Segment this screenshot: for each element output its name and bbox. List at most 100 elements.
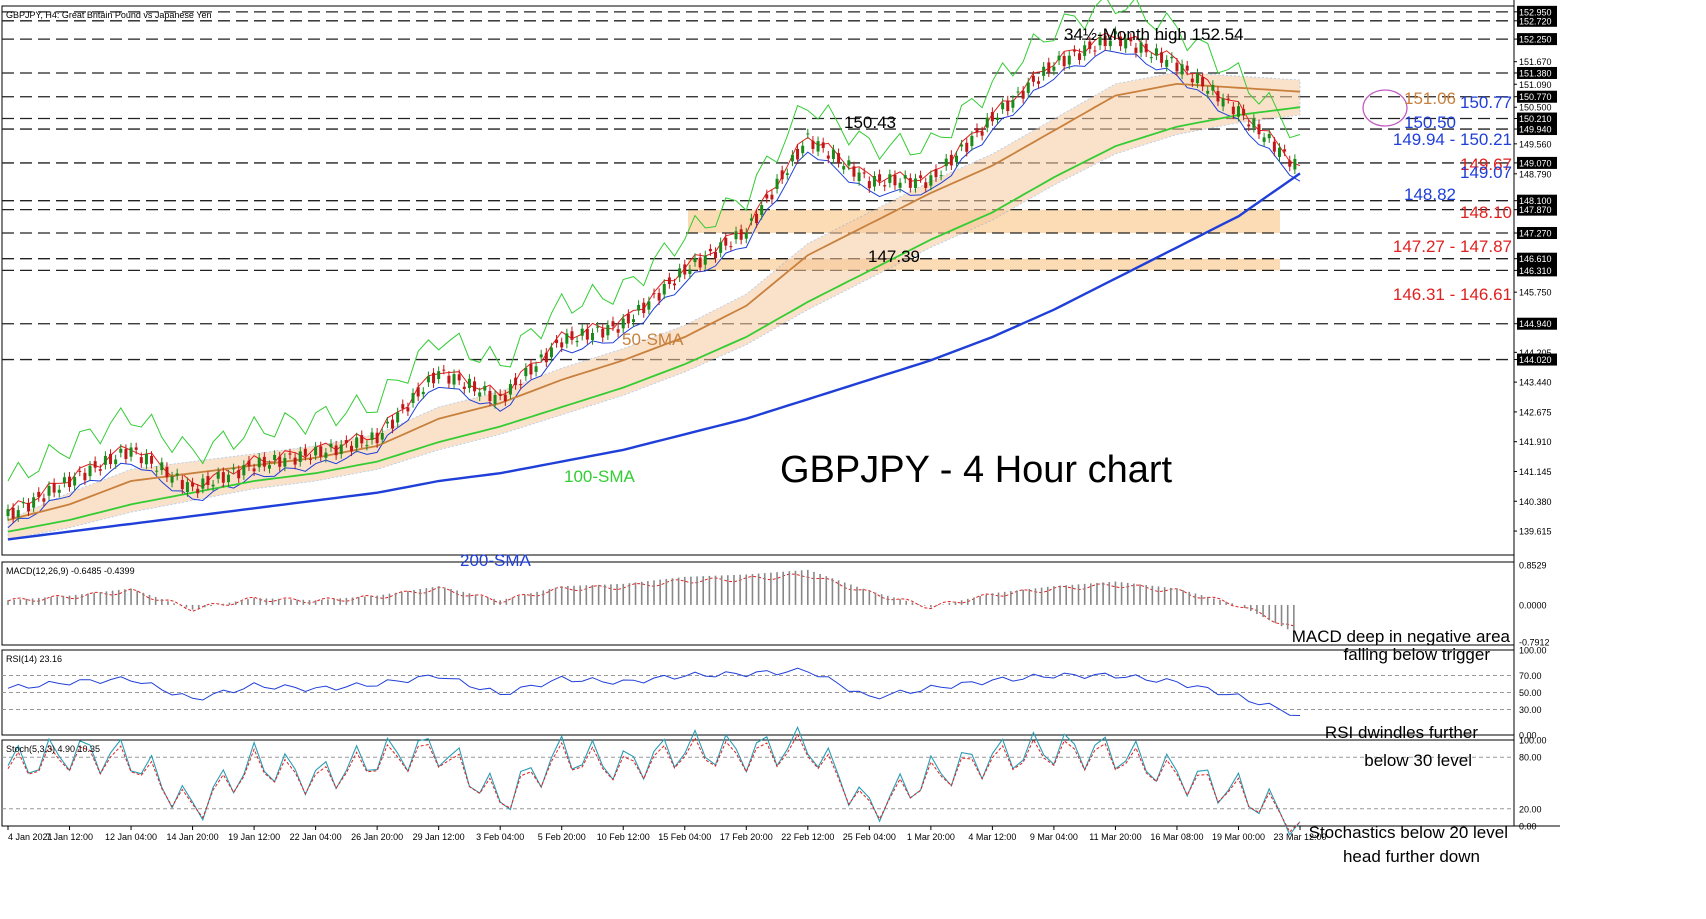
candle-body bbox=[878, 174, 882, 182]
candle-body bbox=[1242, 109, 1246, 116]
candle-body bbox=[585, 329, 589, 340]
candle-body bbox=[457, 374, 461, 381]
candle-body bbox=[903, 175, 907, 179]
price-tick-label: 147.270 bbox=[1519, 228, 1552, 238]
candle-body bbox=[534, 366, 538, 372]
x-axis-label: 19 Mar 00:00 bbox=[1212, 832, 1265, 842]
price-tick-label: 148.100 bbox=[1519, 196, 1552, 206]
x-axis-label: 12 Jan 04:00 bbox=[105, 832, 157, 842]
candle-body bbox=[226, 474, 230, 483]
candle-body bbox=[124, 449, 128, 459]
rsi-label: RSI(14) 23.16 bbox=[6, 654, 62, 664]
x-axis-label: 29 Jan 12:00 bbox=[413, 832, 465, 842]
candle-body bbox=[1052, 66, 1056, 71]
candle-body bbox=[278, 456, 282, 467]
x-axis-label: 4 Mar 12:00 bbox=[968, 832, 1016, 842]
symbol-label: GBPJPY, H4: Great Britain Pound vs Japan… bbox=[6, 10, 211, 20]
candle-body bbox=[1031, 75, 1035, 82]
right-level-label: 150.77 bbox=[1460, 93, 1512, 112]
price-tick-label: 151.670 bbox=[1519, 57, 1552, 67]
candle-body bbox=[155, 470, 159, 472]
candle-body bbox=[267, 465, 271, 469]
candle-body bbox=[1272, 141, 1276, 152]
support-zone-1 bbox=[688, 258, 1280, 271]
price-tick-label: 152.720 bbox=[1519, 16, 1552, 26]
candle-body bbox=[560, 342, 564, 348]
tick-highlight bbox=[1517, 112, 1557, 125]
candle-body bbox=[1011, 99, 1015, 108]
candle-body bbox=[555, 339, 559, 344]
tick-highlight bbox=[1517, 226, 1557, 239]
candle-body bbox=[293, 457, 297, 465]
candle-body bbox=[929, 175, 933, 186]
x-axis-label: 14 Jan 20:00 bbox=[167, 832, 219, 842]
candle-body bbox=[826, 155, 830, 159]
candle-body bbox=[401, 404, 405, 409]
candle-body bbox=[1062, 56, 1066, 67]
x-axis-label: 11 Mar 20:00 bbox=[1089, 832, 1141, 842]
candle-body bbox=[1160, 52, 1164, 63]
rsi-comment-2: below 30 level bbox=[1364, 751, 1472, 770]
candle-body bbox=[473, 381, 477, 392]
candle-body bbox=[954, 155, 958, 163]
candle-body bbox=[596, 326, 600, 328]
candle-body bbox=[934, 169, 938, 178]
candle-body bbox=[796, 148, 800, 160]
candle-body bbox=[785, 173, 789, 175]
candle-body bbox=[626, 313, 630, 324]
candle-body bbox=[519, 384, 523, 386]
candle-body bbox=[411, 393, 415, 404]
candle-body bbox=[324, 452, 328, 458]
stoch-label: Stoch(5,3,3) 4.90 10.35 bbox=[6, 744, 100, 754]
candle-body bbox=[442, 369, 446, 371]
candle-body bbox=[11, 507, 15, 519]
candle-body bbox=[1067, 55, 1071, 65]
candle-body bbox=[1201, 77, 1205, 87]
price-tick-label: 152.250 bbox=[1519, 35, 1552, 45]
candle-body bbox=[370, 432, 374, 440]
candle-body bbox=[339, 444, 343, 455]
candle-body bbox=[1093, 50, 1097, 52]
candle-body bbox=[708, 248, 712, 252]
candle-body bbox=[498, 393, 502, 396]
candle-body bbox=[452, 374, 456, 385]
candle-body bbox=[88, 465, 92, 477]
candle-body bbox=[1149, 57, 1153, 59]
price-tick-label: 140.380 bbox=[1519, 497, 1552, 507]
candle-body bbox=[283, 457, 287, 467]
candle-body bbox=[139, 457, 143, 464]
candle-body bbox=[314, 446, 318, 456]
candle-body bbox=[1021, 90, 1025, 99]
candle-body bbox=[816, 141, 820, 152]
price-tick-label: 148.790 bbox=[1519, 169, 1552, 179]
candle-body bbox=[949, 154, 953, 166]
tick-highlight bbox=[1517, 353, 1557, 366]
candle-body bbox=[385, 421, 389, 424]
price-tick-label: 150.500 bbox=[1519, 103, 1552, 113]
candle-body bbox=[693, 257, 697, 263]
candle-body bbox=[252, 468, 256, 472]
candle-body bbox=[42, 498, 46, 502]
candle-body bbox=[990, 112, 994, 122]
candle-body bbox=[1175, 62, 1179, 72]
candle-body bbox=[1026, 82, 1030, 93]
candle-body bbox=[165, 466, 169, 478]
price-tick-label: 150.210 bbox=[1519, 114, 1552, 124]
candle-body bbox=[1257, 124, 1261, 135]
candle-body bbox=[862, 172, 866, 174]
candle-body bbox=[673, 283, 677, 286]
candle-body bbox=[129, 447, 133, 457]
sma100-label: 100-SMA bbox=[564, 467, 636, 486]
candle-body bbox=[350, 445, 354, 452]
candle-body bbox=[273, 454, 277, 461]
candle-body bbox=[749, 218, 753, 221]
candle-body bbox=[888, 174, 892, 183]
x-axis-label: 1 Mar 20:00 bbox=[907, 832, 955, 842]
candle-body bbox=[1098, 36, 1102, 46]
price-tick-label: 151.380 bbox=[1519, 68, 1552, 78]
price-tick-label: 149.940 bbox=[1519, 125, 1552, 135]
candle-body bbox=[939, 175, 943, 177]
candle-body bbox=[185, 482, 189, 493]
price-tick-label: 141.910 bbox=[1519, 437, 1552, 447]
candle-body bbox=[893, 175, 897, 186]
